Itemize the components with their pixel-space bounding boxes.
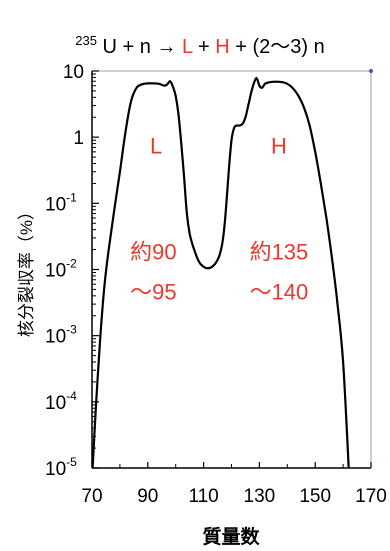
y-tick-label: 10-2 <box>45 257 77 282</box>
x-tick-label: 70 <box>81 486 102 507</box>
title-part-5: + (2〜3) n <box>235 36 324 58</box>
y-tick-exponent: -3 <box>66 323 77 337</box>
title-part-3: + <box>198 36 215 58</box>
x-tick-label: 170 <box>355 486 387 507</box>
plot-frame <box>91 69 373 469</box>
y-tick-exponent: -5 <box>66 455 77 469</box>
y-tick-exponent: -2 <box>66 257 77 271</box>
x-tick-label: 150 <box>299 486 331 507</box>
y-tick-base: 10 <box>45 393 66 414</box>
annotation-label: 〜140 <box>250 279 309 304</box>
y-tick-label: 10 <box>63 62 84 83</box>
annotation-label: H <box>271 134 287 159</box>
y-tick-label: 1 <box>73 128 84 149</box>
annotation-label: 約90 <box>130 240 176 265</box>
series-group <box>91 77 350 469</box>
y-axis-label: 核分裂収率（%） <box>17 203 36 337</box>
title-mass-prefix: 235 <box>75 33 97 48</box>
y-tick-label: 10-4 <box>45 389 77 414</box>
x-ticks: 70 90 110 130 150 170 <box>81 462 387 507</box>
x-tick-label: 90 <box>137 486 158 507</box>
y-tick-base: 10 <box>45 327 66 348</box>
y-tick-base: 10 <box>45 194 66 215</box>
y-tick-exponent: -4 <box>66 389 77 403</box>
title-part-4: H <box>215 36 229 58</box>
x-axis-label: 質量数 <box>202 525 260 548</box>
y-tick-base: 10 <box>45 261 66 282</box>
y-tick-base: 10 <box>45 459 66 480</box>
annotation-label: L <box>150 134 162 159</box>
title-part-1: U + n → <box>103 36 182 58</box>
y-tick-exponent: -1 <box>66 190 77 204</box>
x-tick-label: 110 <box>188 486 218 507</box>
y-tick-label: 10-3 <box>45 323 77 348</box>
corner-marker-top-right <box>369 69 373 73</box>
annotations-group: L H 約90 〜95 約135 〜140 <box>130 134 308 305</box>
y-tick-label: 10-1 <box>45 190 77 215</box>
fission-yield-curve <box>91 77 350 469</box>
chart-title: 235 U + n → L + H + (2〜3) n <box>75 28 324 58</box>
title-part-2: L <box>182 36 193 58</box>
x-tick-label: 130 <box>244 486 276 507</box>
annotation-label: 約135 <box>250 240 309 265</box>
annotation-label: 〜95 <box>130 279 176 304</box>
y-tick-label: 10-5 <box>45 455 77 480</box>
